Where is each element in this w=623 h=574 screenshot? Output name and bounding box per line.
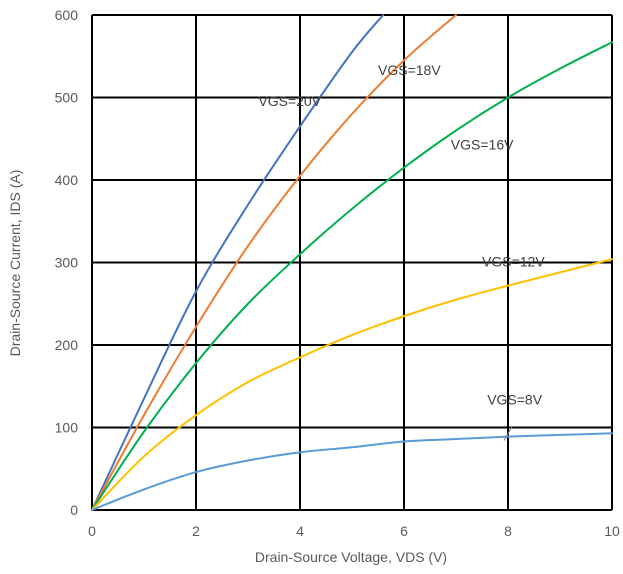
series-line-3: [91, 258, 613, 511]
series-lines: [91, 14, 613, 511]
y-tick-label: 300: [55, 255, 79, 271]
y-tick-label: 200: [55, 337, 79, 353]
x-axis-title: Drain-Source Voltage, VDS (V): [255, 549, 447, 565]
curve-label-0: VGS=20V: [258, 93, 321, 109]
x-tick-label: 6: [400, 523, 408, 539]
y-tick-label: 0: [70, 502, 78, 518]
x-tick-label: 0: [88, 523, 96, 539]
x-tick-label: 2: [192, 523, 200, 539]
curve-label-4: VGS=8V: [487, 391, 543, 407]
leader-line: [503, 426, 513, 441]
annotations: VGS=20V VGS=18V VGS=16V VGS=12V VGS=8V: [258, 62, 545, 441]
y-tick-label: 100: [55, 420, 79, 436]
y-tick-label: 600: [55, 7, 79, 23]
y-tick-label: 500: [55, 90, 79, 106]
x-tick-label: 4: [296, 523, 304, 539]
x-tick-label: 10: [604, 523, 620, 539]
x-tick-label: 8: [504, 523, 512, 539]
y-axis-title: Drain-Source Current, IDS (A): [7, 170, 23, 357]
series-line-2: [91, 41, 613, 511]
y-tick-label: 400: [55, 172, 79, 188]
curve-label-2: VGS=16V: [451, 136, 514, 152]
series-line-0: [91, 14, 385, 511]
series-line-1: [91, 14, 457, 511]
curve-label-3: VGS=12V: [482, 254, 545, 270]
curve-label-1: VGS=18V: [378, 62, 441, 78]
series-line-4: [91, 432, 613, 511]
